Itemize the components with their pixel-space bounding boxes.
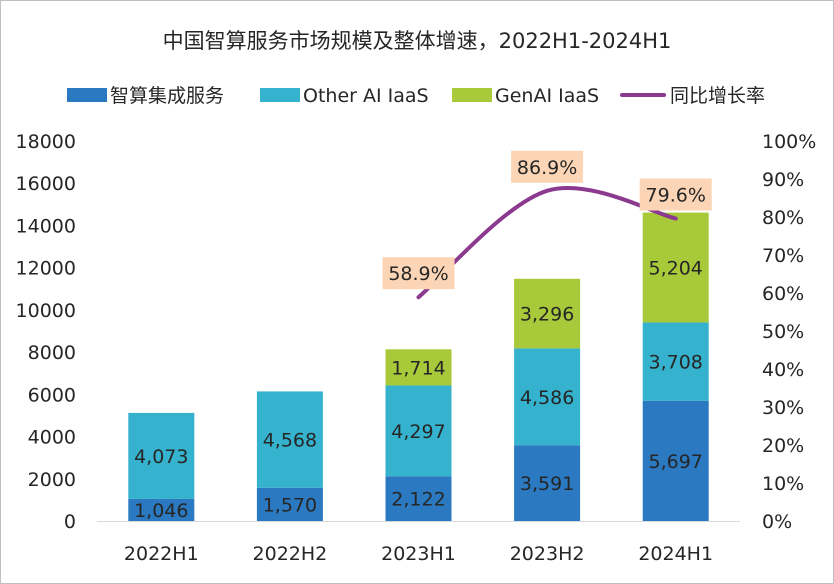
bar-智算集成服务-2022h1 [128,498,195,521]
bar-data-label: 1,046 [134,500,188,522]
y-tick-label: 8000 [28,342,76,364]
x-tick-label: 2022H1 [124,543,199,565]
x-tick-label: 2022H2 [253,543,328,565]
y2-tick-label: 60% [762,283,804,305]
legend-label-series-2: GenAI IaaS [495,85,599,107]
legend-swatch-series-0 [67,88,107,102]
y2-tick-label: 90% [762,169,804,191]
bar-data-label: 3,296 [520,304,574,326]
bar-data-label: 4,586 [520,387,574,409]
y2-tick-label: 30% [762,397,804,419]
x-tick-label: 2024H1 [638,543,713,565]
y2-tick-label: 100% [762,131,816,153]
y-tick-label: 18000 [16,131,76,153]
legend-label-series-1: Other AI IaaS [303,85,429,107]
bar-data-label: 3,591 [520,473,574,495]
chart-title: 中国智算服务市场规模及整体增速，2022H1-2024H1 [163,29,672,53]
y-tick-label: 10000 [16,300,76,322]
y2-tick-label: 40% [762,359,804,381]
bar-other-ai-iaas-2023h2 [514,348,581,446]
bar-data-label: 4,073 [134,446,188,468]
legend-label-growth: 同比增长率 [670,85,765,107]
x-axis: 2022H1 2022H2 2023H1 2023H2 2024H1 [97,521,740,565]
growth-callout-label: 58.9% [388,263,448,285]
bar-labels-group: 1,046 4,073 1,570 4,568 2,122 4,297 1,714 3,591… [134,258,703,522]
y-tick-label: 12000 [16,258,76,280]
bar-智算集成服务-2022h2 [256,487,323,521]
legend-swatch-series-2 [452,88,492,102]
bar-data-label: 1,714 [391,357,445,379]
legend-swatch-series-1 [260,88,300,102]
bar-data-label: 1,570 [263,494,317,516]
legend: 智算集成服务 Other AI IaaS GenAI IaaS 同比增长率 [67,85,765,107]
bar-智算集成服务-2023h1 [385,476,452,521]
y-tick-label: 0 [64,511,76,533]
y-tick-label: 6000 [28,384,76,406]
bar-data-label: 3,708 [648,352,702,374]
bar-data-label: 2,122 [391,489,445,511]
bar-data-label: 4,568 [263,430,317,452]
bar-other-ai-iaas-2024h1 [642,322,709,401]
growth-callout-box [382,257,455,290]
growth-callout-box [639,178,712,211]
bar-智算集成服务-2023h2 [514,445,581,521]
growth-callout-box [511,150,584,183]
y2-tick-label: 20% [762,435,804,457]
bar-other-ai-iaas-2022h2 [256,391,323,488]
y2-tick-label: 0% [762,511,792,533]
y2-tick-label: 10% [762,473,804,495]
y2-tick-label: 80% [762,207,804,229]
y2-tick-label: 50% [762,321,804,343]
y-axis-left: 0 2000 4000 6000 8000 10000 12000 14000 16000 180… [16,131,76,533]
bar-genai-iaas-2023h2 [514,278,581,349]
growth-callouts-group: 58.9% 86.9% 79.6% [382,150,712,290]
bar-other-ai-iaas-2023h1 [385,385,452,477]
bar-other-ai-iaas-2022h1 [128,412,195,499]
legend-label-series-0: 智算集成服务 [110,85,224,107]
growth-callout-label: 86.9% [517,157,577,179]
y-tick-label: 14000 [16,215,76,237]
bar-data-label: 5,697 [648,451,702,473]
bars-group [128,212,709,521]
y2-tick-label: 70% [762,245,804,267]
bar-智算集成服务-2024h1 [642,400,709,521]
bar-genai-iaas-2023h1 [385,349,452,386]
bar-data-label: 5,204 [648,258,702,280]
y-tick-label: 2000 [28,469,76,491]
growth-callout-label: 79.6% [646,185,706,207]
y-tick-label: 4000 [28,427,76,449]
y-tick-label: 16000 [16,173,76,195]
y-axis-right: 0% 10% 20% 30% 40% 50% 60% 70% 80% 90% 100% [762,131,816,533]
x-tick-label: 2023H2 [510,543,585,565]
bar-data-label: 4,297 [391,421,445,443]
bar-genai-iaas-2024h1 [642,212,709,323]
x-tick-label: 2023H1 [381,543,456,565]
